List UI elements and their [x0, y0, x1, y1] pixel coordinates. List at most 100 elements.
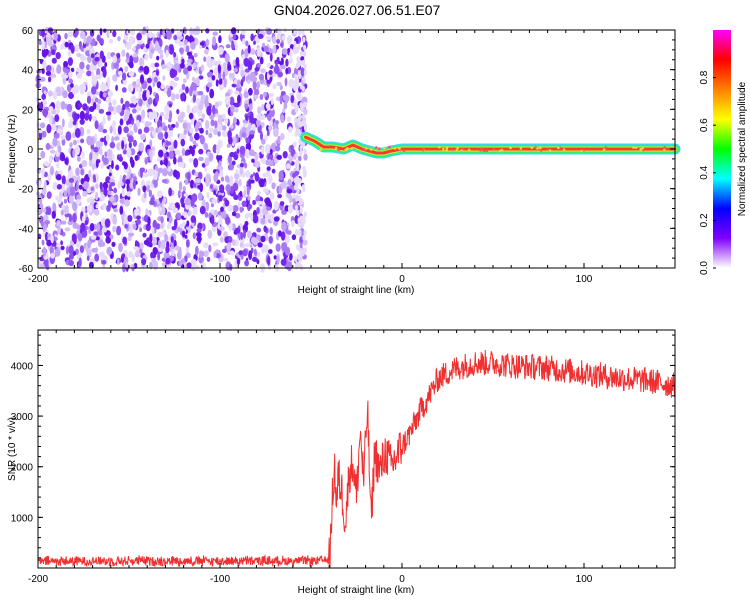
signal-speckle — [480, 148, 483, 151]
signal-speckle — [557, 146, 560, 150]
noise-dot — [227, 136, 233, 145]
noise-dot — [196, 228, 202, 233]
noise-dot — [294, 256, 298, 263]
noise-dot — [125, 261, 129, 269]
noise-dot — [235, 168, 239, 175]
noise-dot — [147, 38, 151, 45]
noise-dot — [65, 245, 69, 255]
noise-dot — [72, 223, 78, 229]
signal-speckle — [350, 147, 354, 150]
noise-dot — [180, 91, 186, 102]
noise-dot — [258, 178, 265, 188]
colorbar-label: Normalized spectral amplitude — [737, 81, 748, 216]
noise-dot — [225, 44, 231, 49]
noise-dot — [141, 30, 146, 35]
noise-dot — [189, 136, 194, 142]
noise-dot — [243, 189, 247, 199]
noise-dot — [265, 35, 272, 41]
colorbar-tick-label: 0.4 — [699, 165, 710, 179]
noise-dot — [173, 76, 180, 81]
noise-dot — [192, 105, 199, 114]
noise-dot — [151, 110, 158, 120]
noise-dot — [109, 141, 116, 149]
noise-dot — [134, 208, 140, 218]
noise-dot — [67, 57, 73, 66]
noise-dot — [99, 181, 103, 190]
noise-dot — [158, 126, 162, 133]
noise-dot — [179, 62, 185, 69]
noise-dot — [156, 55, 160, 61]
noise-dot — [203, 48, 209, 55]
noise-dot — [178, 88, 183, 94]
noise-dot — [90, 137, 95, 146]
noise-dot — [298, 155, 302, 162]
noise-dot — [162, 75, 166, 81]
noise-dot — [138, 142, 145, 152]
noise-dot — [157, 239, 162, 248]
noise-dot — [245, 242, 251, 248]
noise-dot — [73, 44, 80, 52]
noise-dot — [244, 260, 250, 267]
noise-dot — [98, 60, 103, 68]
noise-dot — [303, 50, 307, 57]
noise-dot — [127, 215, 133, 222]
noise-dot — [302, 36, 306, 43]
noise-dot — [191, 37, 195, 42]
noise-dot — [231, 83, 237, 88]
noise-dot — [88, 113, 92, 122]
noise-dot — [236, 79, 241, 89]
noise-dot — [268, 236, 273, 244]
y-tick-label: -20 — [19, 185, 34, 196]
noise-dot — [252, 76, 258, 83]
noise-dot — [54, 114, 60, 122]
noise-dot — [217, 131, 221, 137]
noise-dot — [136, 79, 139, 86]
noise-dot — [250, 48, 256, 56]
noise-dot — [151, 226, 155, 236]
noise-dot — [231, 72, 235, 80]
noise-dot — [298, 94, 302, 100]
spectrogram-x-label: Height of straight line (km) — [298, 285, 415, 296]
snr-y-label: SNR (10 * v/v) — [7, 417, 18, 481]
noise-dot — [109, 126, 113, 134]
noise-dot — [109, 182, 116, 187]
noise-dot — [261, 245, 265, 254]
noise-dot — [79, 110, 85, 121]
noise-dot — [295, 152, 299, 159]
noise-dot — [149, 139, 153, 148]
noise-dot — [300, 250, 304, 257]
noise-dot — [134, 155, 139, 161]
noise-dot — [52, 126, 57, 131]
noise-dot — [55, 108, 60, 115]
noise-dot — [77, 232, 83, 242]
noise-dot — [205, 201, 210, 212]
noise-dot — [267, 177, 273, 182]
noise-dot — [248, 103, 253, 111]
noise-dot — [168, 150, 174, 160]
noise-dot — [296, 244, 300, 250]
noise-dot — [187, 172, 191, 181]
noise-dot — [295, 195, 299, 202]
noise-dot — [88, 169, 92, 178]
noise-dot — [76, 156, 81, 162]
noise-dot — [248, 178, 252, 187]
noise-dot — [288, 126, 293, 134]
noise-dot — [153, 174, 158, 181]
noise-dot — [92, 115, 97, 122]
noise-dot — [276, 56, 280, 63]
noise-dot — [112, 216, 118, 225]
noise-dot — [262, 42, 266, 48]
noise-dot — [209, 88, 215, 99]
noise-dot — [112, 126, 117, 136]
noise-dot — [158, 149, 164, 158]
noise-dot — [200, 64, 205, 72]
noise-dot — [112, 30, 117, 38]
signal-speckle — [442, 147, 445, 151]
noise-dot — [285, 67, 289, 75]
noise-dot — [171, 93, 176, 101]
noise-dot — [256, 227, 262, 233]
noise-dot — [84, 174, 90, 183]
noise-dot — [75, 101, 80, 110]
noise-dot — [218, 114, 223, 124]
noise-dot — [115, 164, 120, 171]
